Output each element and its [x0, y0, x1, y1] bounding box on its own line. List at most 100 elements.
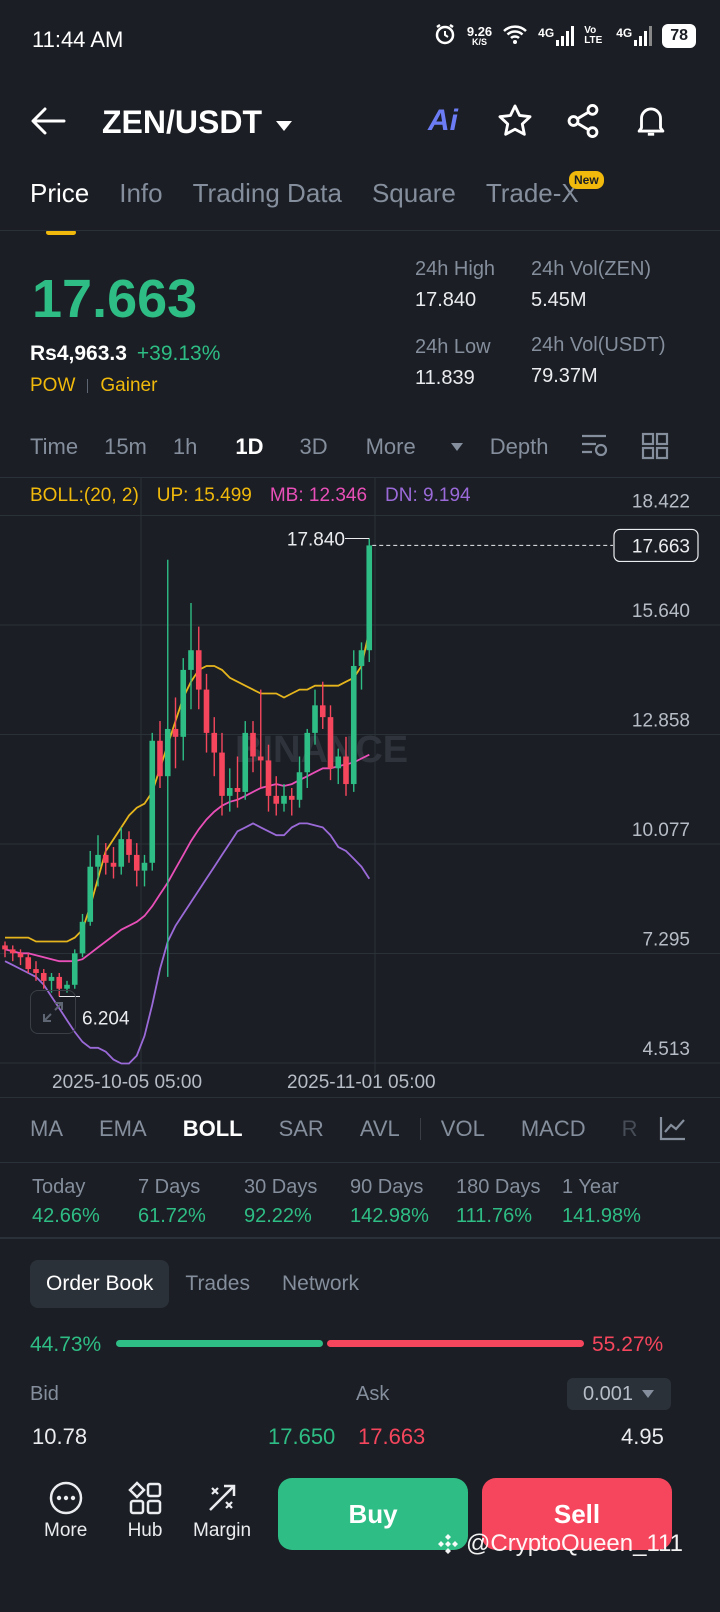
ind-ema[interactable]: EMA — [99, 1116, 147, 1141]
candle-body — [343, 756, 349, 785]
tab-trades[interactable]: Trades — [185, 1272, 250, 1295]
candle-body — [195, 650, 202, 690]
tf-depth[interactable]: Depth — [489, 434, 549, 459]
tab-price[interactable]: Price — [30, 178, 90, 208]
tf-more[interactable]: More — [366, 434, 464, 460]
candle-body — [17, 953, 24, 958]
candle-body — [126, 839, 132, 855]
local-price: Rs4,963.3 — [30, 342, 127, 365]
tab-order-book[interactable]: Order Book — [30, 1260, 170, 1308]
indicator-settings-icon[interactable] — [654, 1114, 692, 1147]
pair-selector[interactable]: ZEN/USDT — [102, 104, 294, 141]
candle-body — [9, 949, 16, 954]
tf-1h[interactable]: 1h — [172, 434, 198, 459]
tf-time[interactable]: Time — [30, 434, 79, 459]
stat-24h-high: 24h High 17.840 — [415, 258, 495, 312]
wifi-icon — [502, 23, 528, 48]
candle-body — [2, 945, 8, 950]
candle-body — [226, 787, 233, 796]
battery-indicator: 78 — [662, 23, 696, 48]
hub-icon — [128, 1481, 162, 1515]
nav-hub[interactable]: Hub — [127, 1480, 163, 1542]
stat-24h-vol-quote: 24h Vol(USDT) 79.37M — [531, 334, 666, 388]
ind-boll[interactable]: BOLL — [182, 1116, 243, 1141]
perf-7d: 7 Days 61.72% — [138, 1176, 244, 1228]
status-icons: 9.26 K/S 4G Vo LTE 4G 78 — [433, 22, 696, 49]
tf-15m[interactable]: 15m — [104, 434, 147, 459]
expand-chart-icon[interactable] — [30, 990, 76, 1034]
top-header: ZEN/USDT Ai — [0, 90, 720, 160]
volte-label: Vo LTE — [584, 24, 603, 46]
nav-more-label: More — [44, 1520, 88, 1541]
bell-icon[interactable] — [632, 100, 670, 145]
perf-value: 142.98% — [350, 1205, 429, 1227]
price-chart[interactable]: BINANCE 18.422 15.640 12.858 10.077 7.295 4.5… — [0, 478, 720, 1098]
ind-sar[interactable]: SAR — [278, 1116, 324, 1141]
stat-value: 17.840 — [415, 289, 477, 311]
star-icon[interactable] — [496, 102, 534, 145]
caret-down-icon — [274, 104, 294, 141]
main-tabs: Price Info Trading Data Square Trade-X — [30, 178, 579, 209]
tab-trading-data[interactable]: Trading Data — [192, 178, 342, 208]
watermark-overlay: @CryptoQueen_111 — [436, 1530, 683, 1558]
stat-label: 24h Low — [415, 336, 491, 358]
sell-button[interactable]: Sell — [482, 1478, 672, 1550]
ai-icon[interactable]: Ai — [428, 104, 458, 137]
stat-label: 24h High — [415, 258, 496, 280]
ind-vol[interactable]: VOL — [440, 1116, 485, 1141]
tag-gainer[interactable]: Gainer — [100, 375, 158, 396]
candle-body — [358, 650, 365, 666]
candle-body — [211, 732, 218, 753]
ask-percent: 55.27% — [592, 1333, 664, 1356]
nav-margin[interactable]: Margin — [193, 1480, 251, 1542]
candle-body — [25, 957, 32, 970]
perf-label: 7 Days — [138, 1176, 201, 1198]
perf-1y: 1 Year 141.98% — [562, 1176, 668, 1228]
candle-body — [79, 921, 86, 954]
candles — [2, 538, 373, 997]
tf-3d[interactable]: 3D — [299, 434, 328, 459]
ask-price[interactable]: 17.663 — [358, 1424, 426, 1449]
perf-90d: 90 Days 142.98% — [350, 1176, 456, 1228]
ind-avl[interactable]: AVL — [359, 1116, 400, 1141]
perf-today: Today 42.66% — [32, 1176, 138, 1228]
share-icon[interactable] — [564, 102, 602, 145]
stat-24h-vol-base: 24h Vol(ZEN) 5.45M — [531, 258, 651, 312]
tag-pow[interactable]: POW — [30, 375, 76, 396]
tags-row: POW Gainer — [30, 375, 157, 397]
bid-ask-ratio-bar — [116, 1340, 584, 1347]
ind-macd[interactable]: MACD — [520, 1116, 586, 1141]
perf-label: 30 Days — [244, 1176, 318, 1198]
stat-value: 79.37M — [531, 365, 598, 387]
y-axis-labels: 18.422 15.640 12.858 10.077 7.295 4.513 — [632, 492, 690, 1060]
nav-margin-label: Margin — [193, 1520, 252, 1541]
indicator-bar: MA EMA BOLL SAR AVL VOL MACD R — [30, 1116, 637, 1142]
nav-more[interactable]: More — [44, 1480, 87, 1542]
candle-body — [172, 728, 179, 737]
precision-select[interactable]: 0.001 — [567, 1378, 671, 1410]
chart-settings-icon[interactable] — [580, 432, 610, 465]
indicator-separator — [419, 1118, 421, 1140]
price-change: +39.13% — [136, 342, 221, 365]
bid-price[interactable]: 17.650 — [268, 1424, 336, 1449]
layout-grid-icon[interactable] — [641, 432, 669, 465]
candle-body — [335, 756, 342, 769]
tab-network[interactable]: Network — [281, 1272, 360, 1295]
ask-label: Ask — [356, 1383, 390, 1405]
ind-ma[interactable]: MA — [30, 1116, 63, 1141]
y-tick-label: 10.077 — [632, 820, 690, 841]
tab-info[interactable]: Info — [119, 178, 163, 208]
buy-button[interactable]: Buy — [278, 1478, 468, 1550]
tab-square[interactable]: Square — [371, 178, 456, 208]
tab-trade-x[interactable]: Trade-X — [485, 178, 579, 208]
candle-body — [102, 854, 109, 863]
candle-body — [304, 732, 311, 773]
candle-body — [350, 665, 357, 785]
last-price-tag — [613, 528, 699, 563]
ind-r[interactable]: R — [621, 1116, 638, 1141]
tf-1d[interactable]: 1D — [235, 434, 264, 459]
back-arrow-icon[interactable] — [30, 106, 66, 141]
perf-divider — [0, 1237, 720, 1239]
markers: 17.840 6.204 17.663 — [59, 528, 699, 1029]
bid-label: Bid — [30, 1383, 59, 1405]
